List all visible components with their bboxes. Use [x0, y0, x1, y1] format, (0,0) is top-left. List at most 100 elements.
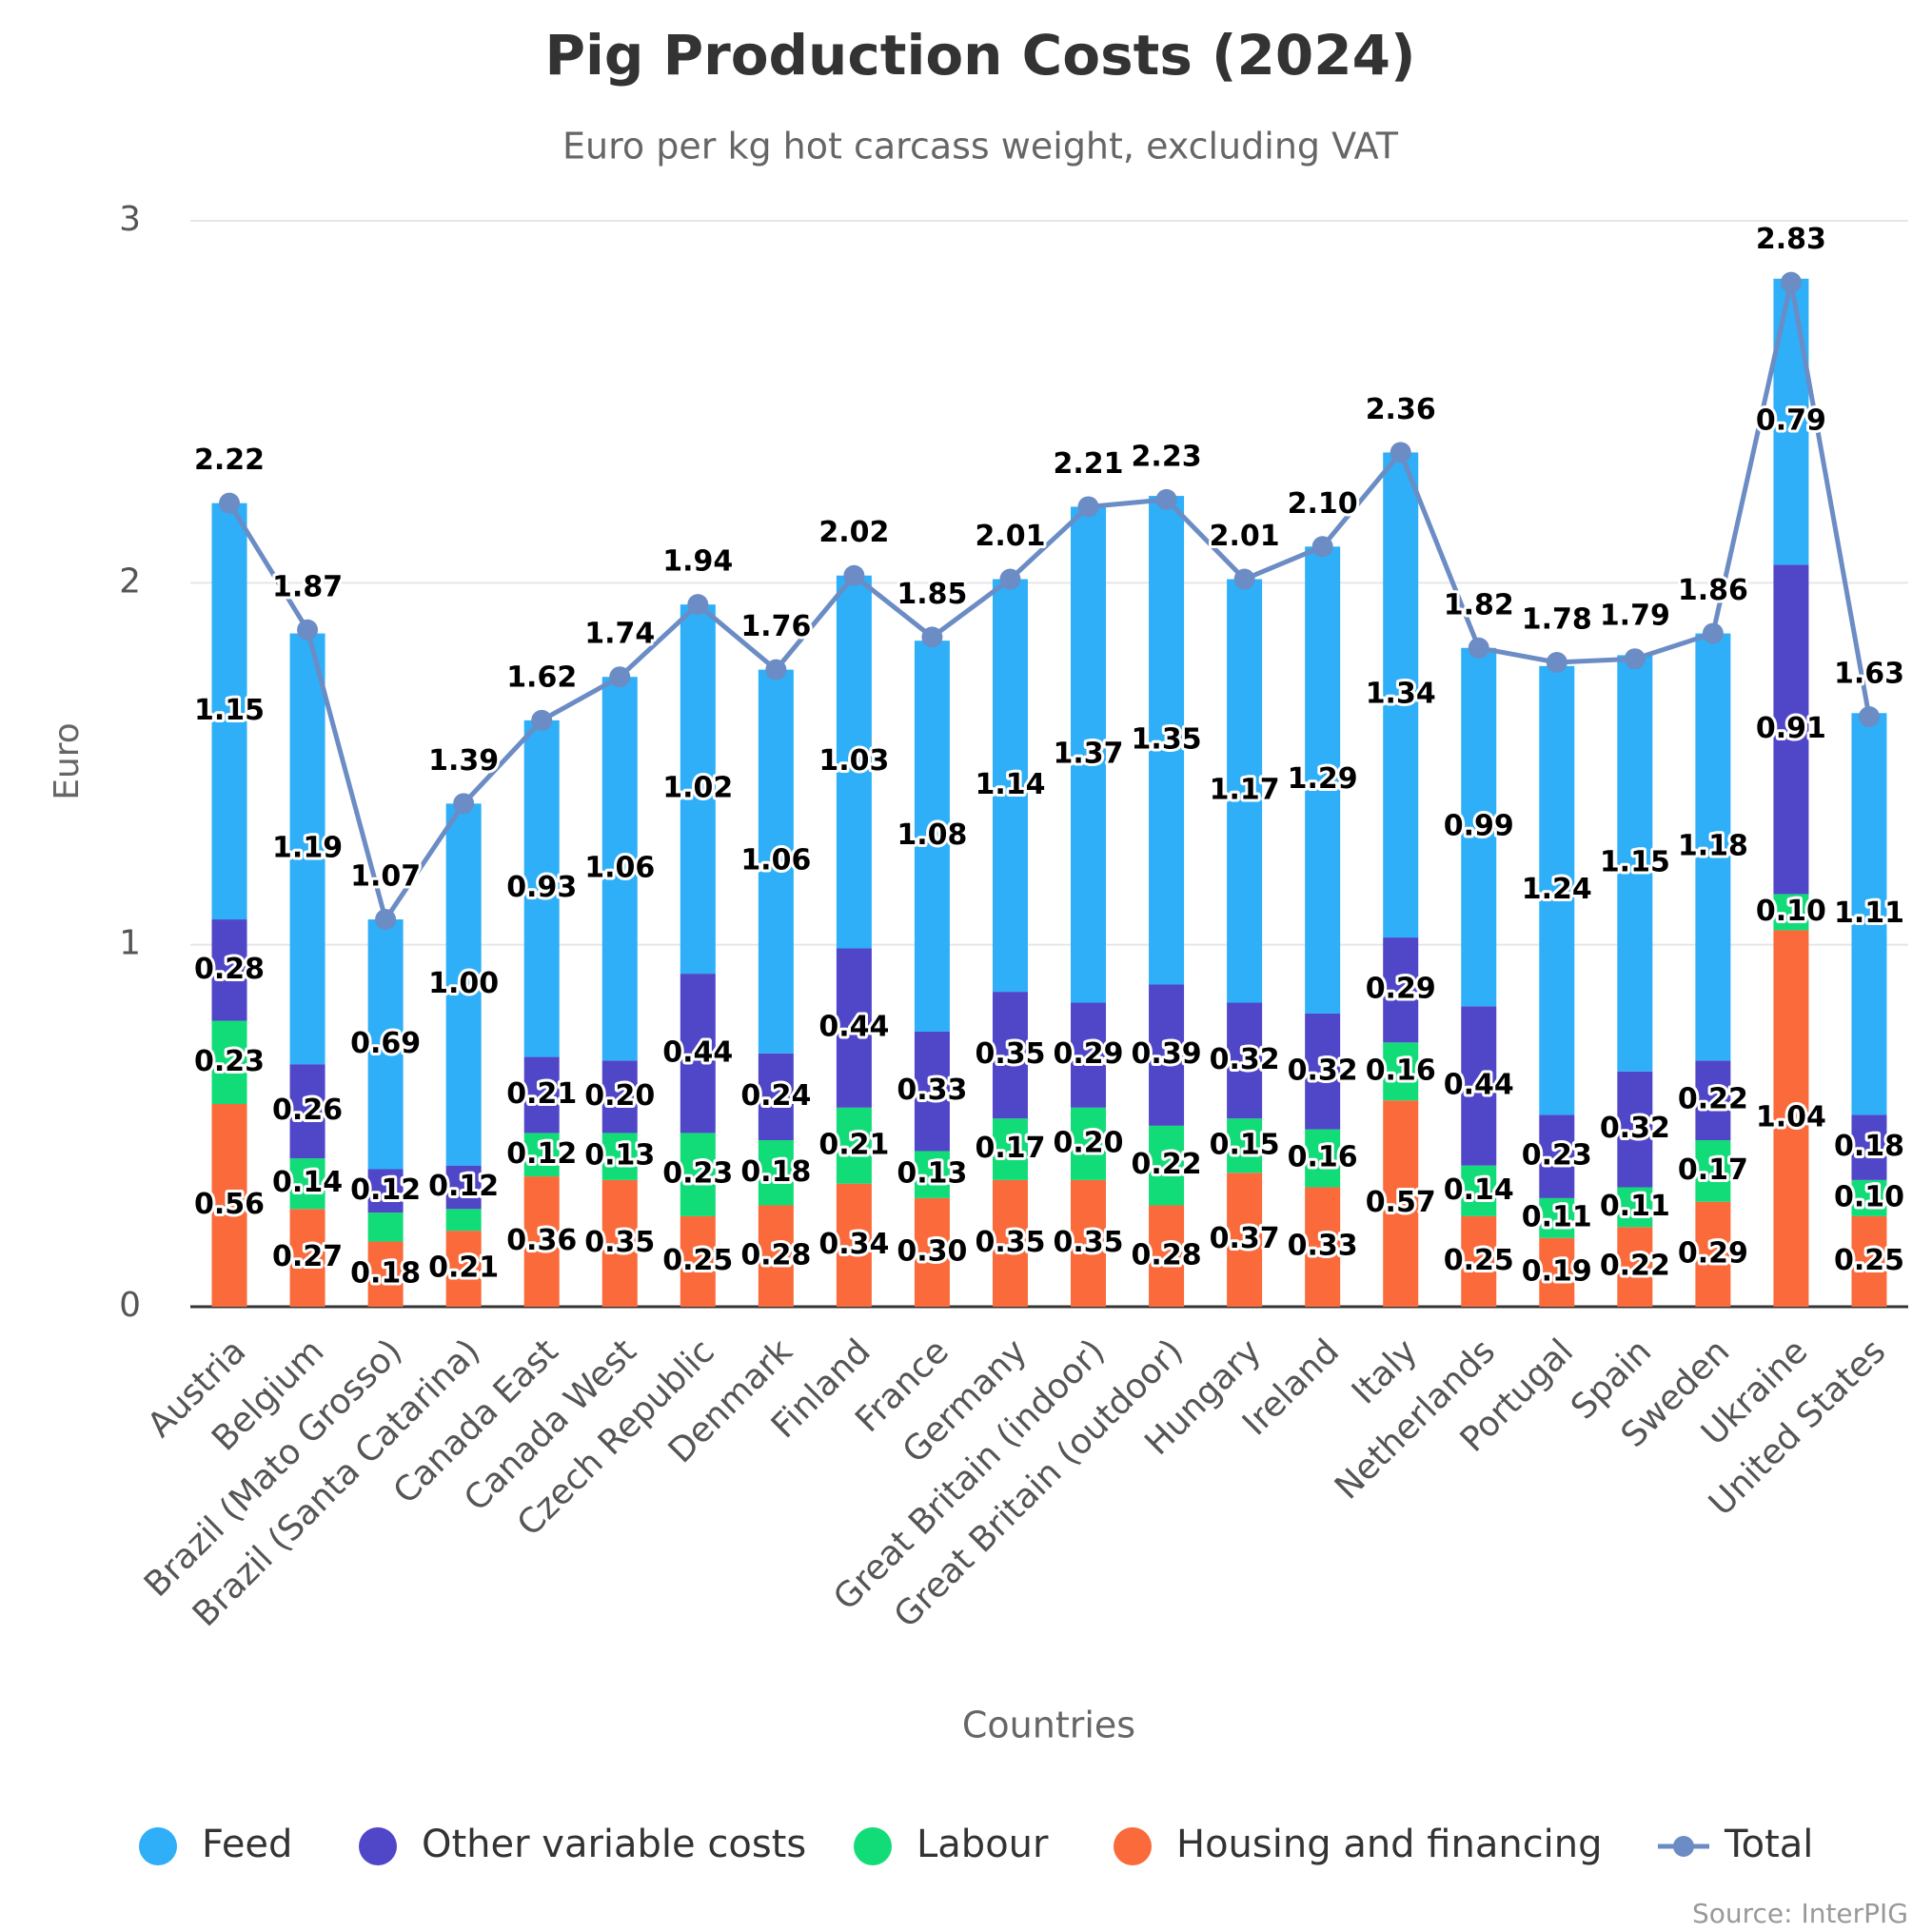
legend-marker	[1673, 1836, 1694, 1857]
data-label: 0.57	[1366, 1186, 1436, 1219]
data-label: 0.32	[1288, 1054, 1358, 1087]
data-label: 2.36	[1366, 393, 1436, 426]
bar-segment	[1773, 894, 1809, 931]
total-point	[375, 909, 397, 931]
bar-segment	[523, 1056, 560, 1134]
data-label: 0.13	[897, 1157, 967, 1191]
data-label: 0.29	[1054, 1037, 1124, 1071]
bar-segment	[1539, 1197, 1575, 1238]
bar-segment	[1383, 1100, 1419, 1307]
total-point	[1780, 271, 1802, 293]
y-tick-label: 2	[119, 562, 141, 601]
data-label: 0.19	[1522, 1254, 1592, 1288]
legend-label: Feed	[202, 1823, 292, 1866]
bar-segment	[758, 1140, 794, 1206]
y-tick-label: 1	[119, 924, 141, 963]
data-label: 0.18	[350, 1256, 421, 1290]
bar-segment	[1149, 1125, 1185, 1206]
data-label: 0.32	[1210, 1043, 1280, 1076]
bar-segment	[758, 1205, 794, 1307]
source-note: Source: InterPIG	[1692, 1898, 1908, 1929]
bar-segment	[758, 1053, 794, 1141]
data-label: 0.16	[1366, 1054, 1436, 1087]
bar-segment	[914, 641, 950, 1032]
bar-segment	[1071, 1107, 1107, 1180]
data-label: 1.78	[1522, 603, 1592, 637]
bar-segment	[211, 919, 247, 1021]
bar-segment	[445, 1231, 482, 1307]
data-label: 0.69	[350, 1027, 421, 1060]
data-label: 1.87	[272, 570, 343, 603]
bar-segment	[836, 575, 872, 949]
data-label: 1.06	[740, 844, 811, 877]
data-label: 0.35	[975, 1226, 1045, 1259]
data-label: 0.14	[272, 1166, 343, 1199]
bar-segment	[1617, 1071, 1653, 1188]
bar-segment	[836, 948, 872, 1108]
data-label: 0.11	[1522, 1200, 1592, 1233]
bar-segment	[1851, 1215, 1887, 1307]
bar-segment	[1149, 984, 1185, 1126]
bar-segment	[1695, 633, 1731, 1061]
data-label: 1.18	[1678, 829, 1748, 862]
data-label: 0.22	[1132, 1148, 1202, 1181]
total-point	[1468, 637, 1489, 659]
legend-marker	[359, 1827, 397, 1865]
bar-segment	[445, 803, 482, 1166]
data-label: 0.20	[1054, 1126, 1124, 1159]
bar-segment	[914, 1151, 950, 1198]
data-label: 1.94	[662, 545, 733, 579]
data-label: 0.23	[662, 1157, 733, 1191]
bar-segment	[1305, 1129, 1341, 1188]
bar-segment	[680, 974, 716, 1134]
data-label: 0.15	[1210, 1128, 1280, 1161]
bar-segment	[680, 1215, 716, 1307]
bar-segment	[1617, 1187, 1653, 1228]
total-point	[1155, 488, 1177, 510]
data-label: 0.24	[740, 1079, 811, 1113]
data-label: 1.14	[975, 768, 1045, 801]
data-label: 1.74	[584, 618, 655, 651]
data-label: 0.10	[1756, 895, 1826, 928]
data-label: 2.02	[818, 516, 889, 549]
total-line	[227, 280, 1872, 922]
data-label: 0.17	[1678, 1153, 1748, 1187]
data-label: 0.21	[428, 1252, 499, 1285]
bar-segment	[1461, 1215, 1497, 1307]
data-label: 1.76	[740, 610, 811, 643]
bar-segment	[992, 992, 1028, 1119]
data-label: 0.44	[1444, 1068, 1514, 1101]
legend-marker	[854, 1827, 892, 1865]
data-label: 0.12	[428, 1170, 499, 1203]
data-label: 0.44	[818, 1011, 889, 1044]
bar-segment	[601, 1060, 638, 1134]
data-label: 1.04	[1756, 1101, 1826, 1134]
data-label: 0.12	[506, 1137, 577, 1171]
data-label: 1.00	[428, 967, 499, 1000]
bar-segment	[1149, 1205, 1185, 1307]
legend-marker	[1114, 1827, 1152, 1865]
bar-segment	[1773, 564, 1809, 895]
data-label: 0.16	[1288, 1141, 1358, 1174]
data-label: 1.62	[506, 660, 577, 694]
bar-segment	[367, 1212, 404, 1242]
total-point	[765, 659, 787, 680]
bar-segment	[211, 1020, 247, 1105]
bar-segment	[992, 1179, 1028, 1307]
total-point	[453, 793, 475, 815]
legend-label: Total	[1724, 1823, 1813, 1866]
data-label: 1.39	[428, 744, 499, 778]
bar-segment	[445, 1209, 482, 1232]
data-label: 2.01	[975, 520, 1045, 553]
total-point	[1702, 622, 1724, 644]
bar-segment	[680, 1133, 716, 1216]
bar-segment	[1461, 647, 1497, 1007]
bar-segment	[1851, 713, 1887, 1115]
bar-segment	[367, 919, 404, 1170]
bar-segment	[601, 1133, 638, 1180]
data-label: 1.19	[272, 831, 343, 864]
bar-segment	[836, 1183, 872, 1307]
data-label: 0.27	[272, 1240, 343, 1273]
data-label: 0.36	[506, 1224, 577, 1257]
data-label: 1.11	[1834, 897, 1904, 930]
